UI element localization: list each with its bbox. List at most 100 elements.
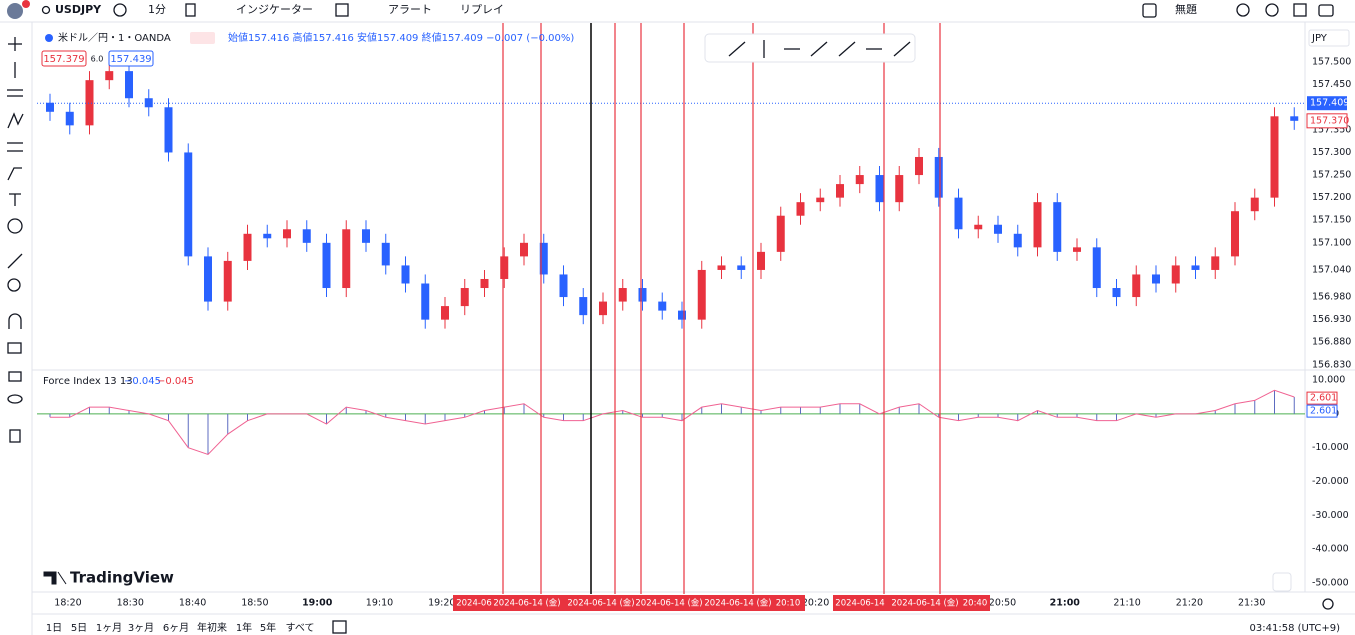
candle-body — [994, 224, 1002, 234]
ray[interactable] — [810, 41, 828, 57]
candle-body — [362, 229, 370, 243]
currency-box[interactable] — [1308, 29, 1350, 47]
candle-body — [875, 175, 884, 203]
y-tick-label: 157.200 — [1312, 192, 1351, 203]
snapshot[interactable] — [1318, 4, 1334, 17]
scroll-right[interactable] — [1272, 572, 1292, 592]
crosshair-label: 20:40 — [963, 599, 988, 609]
replay[interactable]: リプレイ — [460, 3, 504, 16]
add-icon[interactable] — [113, 3, 127, 17]
range-button[interactable]: すべて — [286, 622, 315, 634]
stay-drawing[interactable] — [7, 342, 22, 354]
candle-body — [1112, 288, 1121, 298]
range-button[interactable]: 1ヶ月 — [96, 622, 122, 634]
axis-settings[interactable] — [1322, 598, 1334, 610]
candle-body — [1152, 274, 1160, 284]
candle-body — [520, 242, 528, 257]
candle-body — [855, 175, 864, 185]
pattern-tool[interactable] — [7, 112, 24, 129]
fullscreen[interactable] — [1293, 3, 1307, 17]
interval[interactable]: 1分 — [148, 3, 166, 16]
layout-icon[interactable] — [1142, 3, 1157, 18]
extended-line[interactable] — [838, 41, 856, 57]
drawing-tools — [7, 37, 24, 443]
y-tick-label: -30.000 — [1312, 510, 1349, 521]
text-tool[interactable] — [9, 193, 21, 206]
candle-body — [1073, 247, 1081, 252]
candle-body — [1191, 265, 1200, 270]
spread: 6.0 — [91, 55, 104, 64]
trend-line[interactable] — [728, 41, 746, 57]
candle-body — [599, 301, 607, 316]
crosshair-label: 20:10 — [776, 599, 801, 609]
range-button[interactable]: 6ヶ月 — [163, 622, 189, 634]
layouts-icon[interactable] — [335, 3, 349, 17]
time-label: 18:50 — [241, 598, 268, 609]
hide-tool[interactable] — [7, 394, 23, 404]
brush-tool[interactable] — [7, 167, 22, 181]
brand: TradingView — [70, 569, 174, 587]
time-label: 21:00 — [1050, 598, 1081, 609]
marker-tag — [1306, 113, 1348, 129]
symbol[interactable]: USDJPY — [55, 3, 102, 16]
y-tick-label: -20.000 — [1312, 476, 1349, 487]
force-line — [50, 389, 1295, 456]
lock-tool[interactable] — [8, 371, 22, 382]
alert[interactable]: アラート — [388, 3, 432, 16]
delete-tool[interactable] — [9, 429, 21, 443]
candle-body — [1270, 116, 1279, 198]
candle-body — [737, 265, 746, 270]
candle-body — [85, 80, 94, 126]
zoom-tool[interactable] — [7, 278, 21, 292]
indicator-tag — [1306, 404, 1338, 418]
date-range[interactable] — [332, 620, 347, 634]
candle-body — [934, 156, 943, 198]
symbol-flag — [45, 34, 53, 42]
range-button[interactable]: 5日 — [71, 623, 87, 634]
candle-body — [381, 242, 390, 266]
ask-box[interactable] — [108, 50, 154, 67]
candle-body — [539, 242, 548, 275]
avatar[interactable] — [7, 3, 23, 19]
candle-body — [915, 156, 923, 176]
y-tick-label: 157.250 — [1312, 170, 1351, 181]
candle-body — [1013, 233, 1022, 248]
candle-body — [895, 175, 904, 203]
candle-body — [46, 102, 54, 112]
magnet-tool[interactable] — [8, 313, 22, 329]
info-line[interactable] — [893, 41, 911, 57]
chart-type-icon[interactable] — [185, 3, 196, 17]
range-button[interactable]: 5年 — [260, 621, 276, 634]
quick-search[interactable] — [1236, 3, 1250, 17]
bid-box[interactable] — [41, 50, 87, 67]
range-button[interactable]: 1日 — [46, 623, 62, 634]
y-tick-label: 157.040 — [1312, 264, 1351, 275]
indicator-value: −0.045 — [157, 376, 194, 387]
candle-body — [460, 288, 469, 307]
indicators[interactable]: インジケーター — [236, 3, 313, 16]
candle-body — [816, 197, 825, 203]
measure-tool[interactable] — [7, 253, 23, 269]
compare-button[interactable] — [190, 32, 215, 44]
time-label: 18:20 — [54, 598, 81, 609]
y-tick-label: 156.980 — [1312, 292, 1351, 303]
time-label: 20:20 — [802, 598, 829, 609]
range-button[interactable]: 年初来 — [197, 621, 227, 634]
candle-body — [776, 215, 785, 252]
layout-name[interactable]: 無題 — [1175, 2, 1197, 16]
indicator-tag — [1306, 391, 1338, 405]
icon-tool[interactable] — [7, 218, 23, 234]
range-button[interactable]: 1年 — [236, 621, 252, 634]
y-tick-label: 156.830 — [1312, 359, 1351, 370]
indicator-title: Force Index 13 13 — [43, 376, 133, 387]
crosshair-label: 2024-06-14 (金) — [891, 598, 958, 609]
candle-body — [717, 265, 726, 270]
settings[interactable] — [1265, 3, 1279, 17]
range-button[interactable]: 3ヶ月 — [128, 622, 154, 634]
candle-body — [1290, 116, 1299, 121]
time-label: 18:30 — [117, 598, 144, 609]
candle-body — [243, 233, 252, 261]
crosshair-label: 2024-06-14 (金) — [493, 598, 560, 609]
floating-toolbar — [704, 33, 916, 63]
